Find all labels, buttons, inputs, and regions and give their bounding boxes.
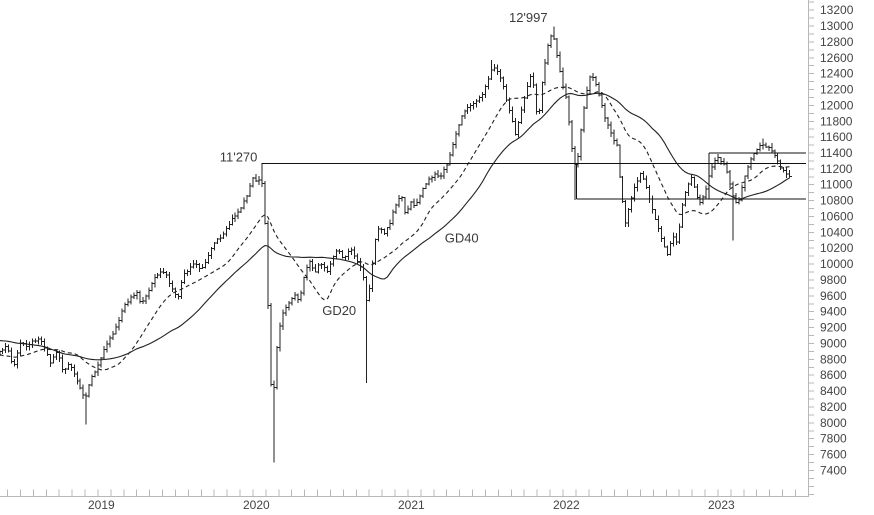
y-axis-label: 10000 xyxy=(820,257,854,271)
y-axis-label: 13200 xyxy=(820,3,854,17)
gd20-line xyxy=(0,86,790,371)
y-axis-label: 10600 xyxy=(820,210,854,224)
y-axis-label: 9800 xyxy=(820,273,847,287)
y-axis-label: 12800 xyxy=(820,35,854,49)
annotation-labels: 12'997 11'270 GD40 GD20 xyxy=(220,10,548,318)
x-axis-year-label: 2020 xyxy=(243,498,270,512)
y-axis-label: 7800 xyxy=(820,432,847,446)
gd40-line xyxy=(0,92,790,361)
annotation-resistance-label: 11'270 xyxy=(220,149,258,164)
y-axis-label: 8600 xyxy=(820,368,847,382)
y-axis-label: 13000 xyxy=(820,19,854,33)
y-axis-label: 11200 xyxy=(820,162,853,176)
x-axis-year-label: 2021 xyxy=(398,498,425,512)
y-axis-label: 10400 xyxy=(820,225,854,239)
y-axis-label: 7400 xyxy=(820,464,847,478)
x-axis-year-label: 2023 xyxy=(708,498,735,512)
annotation-gd20-label: GD20 xyxy=(322,303,356,318)
y-axis-label: 9600 xyxy=(820,289,847,303)
x-axis-year-label: 2022 xyxy=(553,498,580,512)
y-axis-label: 12200 xyxy=(820,83,854,97)
y-axis-label: 11600 xyxy=(820,130,853,144)
x-axis[interactable]: 2019 2020 2021 2022 2023 xyxy=(0,489,808,513)
y-axis-label: 10800 xyxy=(820,194,854,208)
y-axis-label: 11800 xyxy=(820,114,853,128)
y-axis-label: 8400 xyxy=(820,384,847,398)
y-axis-label: 9200 xyxy=(820,321,847,335)
annotation-peak-label: 12'997 xyxy=(509,10,548,25)
y-axis-label: 12600 xyxy=(820,51,854,65)
y-axis-label: 12400 xyxy=(820,67,854,81)
y-axis-label: 8800 xyxy=(820,352,847,366)
annotation-gd40-label: GD40 xyxy=(445,231,479,246)
y-axis-label: 11400 xyxy=(820,146,853,160)
annotation-lines xyxy=(261,152,806,200)
y-axis-label: 8000 xyxy=(820,416,847,430)
y-axis-label: 9400 xyxy=(820,305,847,319)
y-axis-label: 12000 xyxy=(820,98,854,112)
y-axis-label: 10200 xyxy=(820,241,854,255)
y-axis-label: 7600 xyxy=(820,448,847,462)
y-axis-label: 11000 xyxy=(820,178,853,192)
y-axis-label: 9000 xyxy=(820,337,847,351)
x-axis-year-label: 2019 xyxy=(88,498,115,512)
ohlc-bars xyxy=(0,26,792,463)
y-axis-label: 8200 xyxy=(820,400,847,414)
